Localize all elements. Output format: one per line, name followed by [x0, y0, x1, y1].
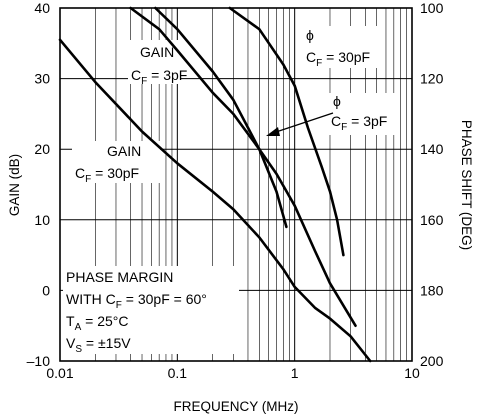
- y-tick-label: 30: [34, 71, 50, 87]
- gain-30pf-label-bg: [72, 141, 160, 183]
- series-line-3: [154, 6, 288, 229]
- conditions-label-bg: [63, 266, 239, 354]
- phi-30pf-label: ϕ: [306, 27, 314, 43]
- x-tick-label: 1: [291, 365, 299, 381]
- y-tick-label: 20: [34, 141, 50, 157]
- y-tick-label: –10: [27, 353, 51, 369]
- x-tick-label: 0.01: [46, 365, 73, 381]
- x-tick-label: 0.1: [168, 365, 188, 381]
- y2-tick-label: 180: [420, 282, 444, 298]
- plot-frame: [59, 7, 413, 362]
- gain-30pf-label: GAIN: [107, 143, 141, 159]
- y2-tick-label: 160: [420, 212, 444, 228]
- phi-3pf-label: ϕ: [333, 93, 341, 109]
- series-group: [58, 6, 372, 363]
- phi-3pf-value: CF = 3pF: [331, 113, 387, 133]
- series-line-4: [228, 6, 345, 257]
- y-tick-label: 0: [42, 282, 50, 298]
- conditions-line-1: PHASE MARGIN: [66, 269, 173, 285]
- y2-axis-label: PHASE SHIFT (DEG): [459, 120, 474, 250]
- phi-30pf-label-bg: [302, 26, 382, 68]
- x-axis-label: FREQUENCY (MHz): [173, 399, 298, 414]
- y2-tick-label: 140: [420, 141, 444, 157]
- y2-tick-label: 100: [420, 0, 444, 16]
- gain-3pf-label-bg: [128, 40, 180, 84]
- gain-30pf-value: CF = 30pF: [75, 165, 139, 185]
- y2-tick-label: 120: [420, 71, 444, 87]
- gain-3pf-label: GAIN: [140, 44, 174, 60]
- gain-3pf-value: CF = 3pF: [131, 67, 187, 87]
- y-axis-label: GAIN (dB): [7, 154, 22, 216]
- phi-30pf-value: CF = 30pF: [306, 49, 370, 69]
- series-line-1: [58, 38, 372, 363]
- conditions-line-3: TA = 25°C: [66, 313, 128, 333]
- conditions-line-4: VS = ±15V: [66, 335, 131, 355]
- y2-tick-label: 200: [420, 353, 444, 369]
- y-tick-label: 40: [34, 0, 50, 16]
- annotation-arrow-line: [275, 112, 334, 133]
- phi-3pf-label-bg: [326, 93, 398, 135]
- annotation-arrow-head: [266, 127, 280, 136]
- x-tick-label: 10: [404, 365, 420, 381]
- conditions-line-2: WITH CF = 30pF = 60°: [66, 291, 207, 311]
- y-tick-label: 10: [34, 212, 50, 228]
